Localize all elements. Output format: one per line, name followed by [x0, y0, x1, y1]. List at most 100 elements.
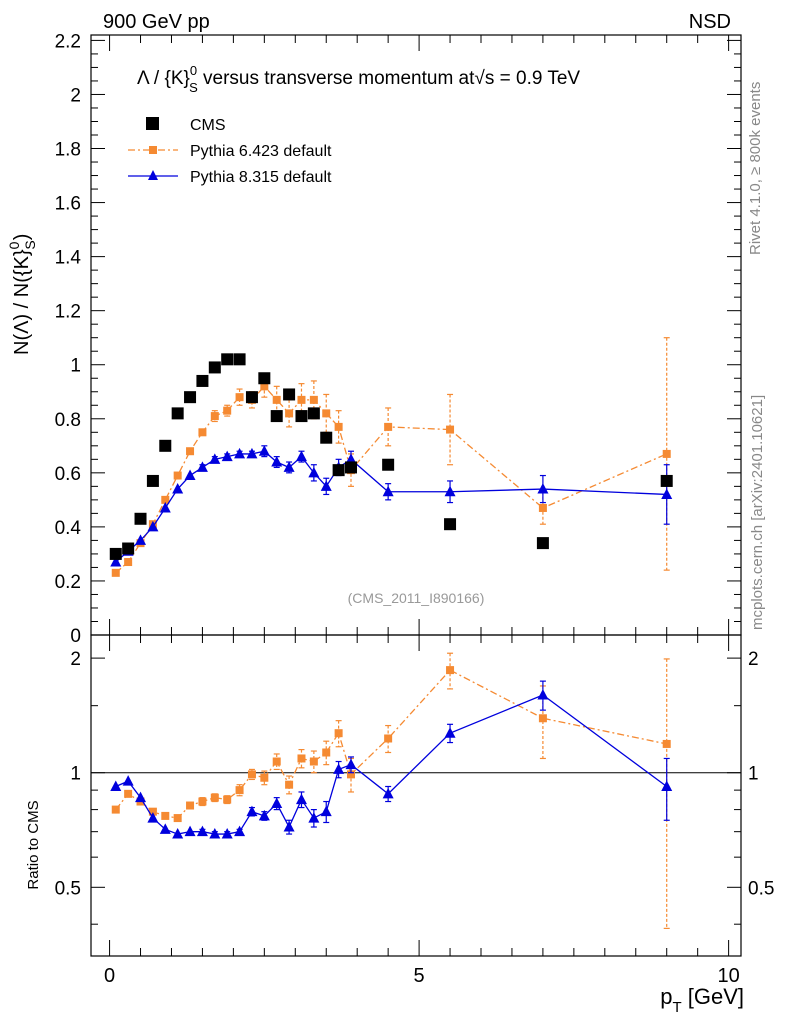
main-title: Λ / {K}0 S versus transverse momentum at√…: [137, 63, 580, 95]
ratio-pythia6-point: [322, 748, 331, 757]
cms-point: [245, 391, 258, 404]
pythia8-point: [196, 461, 208, 472]
main-ytick-label: 2: [70, 85, 81, 106]
pythia6-point: [111, 568, 120, 577]
x-tick-label: 10: [717, 965, 739, 987]
main-ytick-label: 0.6: [55, 464, 81, 485]
pythia8-point: [444, 485, 456, 497]
cms-point: [536, 537, 549, 550]
ratio-pythia6-point: [347, 770, 355, 779]
ratio-pythia6-point: [111, 805, 120, 814]
ratio-ytick-label-right: 1: [748, 764, 759, 785]
ratio-pythia8-point: [147, 812, 159, 823]
main-ylabel: N(Λ) / N({K}0S): [6, 234, 38, 355]
ratio-pythia8-point: [135, 791, 147, 803]
pythia8-point: [308, 466, 320, 478]
x-tick-label: 0: [104, 965, 115, 987]
pythia6-point: [260, 382, 269, 391]
ratio-pythia6-point: [538, 714, 547, 723]
cms-point: [444, 518, 457, 531]
cms-point: [660, 474, 673, 487]
ratio-ytick-label: 0.5: [55, 878, 81, 899]
ratio-pythia8-point: [661, 780, 673, 791]
ratio-pythia8-point: [122, 775, 134, 786]
pythia6-point: [334, 422, 343, 431]
ratio-ytick-label: 2: [70, 649, 81, 670]
ratio-pythia8-point: [258, 809, 270, 821]
legend-cms-label: CMS: [190, 117, 226, 134]
ratio-pythia6-point: [186, 801, 195, 810]
pythia8-point: [382, 485, 394, 497]
cms-point: [307, 407, 320, 420]
legend-pythia8-label: Pythia 8.315 default: [190, 169, 332, 186]
ratio-pythia8-point: [333, 763, 345, 774]
ratio-pythia8-point: [295, 793, 307, 805]
main-ytick-label: 0: [70, 626, 81, 647]
pythia8-point: [172, 483, 184, 494]
pythia6-point: [210, 412, 219, 421]
main-ytick-label: 1: [70, 356, 81, 377]
main-ytick-label: 1.8: [55, 140, 81, 161]
ratio-pythia6-point: [446, 666, 455, 675]
pythia8-point: [110, 556, 122, 567]
pythia6-point: [297, 395, 306, 404]
pythia8-point: [184, 469, 196, 481]
ratio-pythia8-point: [221, 828, 233, 839]
legend: CMS Pythia 6.423 default Pythia 8.315 de…: [128, 117, 332, 186]
rivet-label: Rivet 4.1.0, ≥ 800k events: [747, 82, 764, 255]
cms-point: [146, 474, 159, 487]
ratio-pythia8-point: [159, 823, 171, 834]
ratio-pythia6-point: [297, 754, 306, 763]
header-right: NSD: [689, 11, 731, 33]
pythia8-point: [209, 453, 221, 464]
ratio-pythia6-point: [223, 795, 232, 804]
cms-point: [233, 353, 246, 366]
x-axis-label: pT [GeV]: [660, 984, 744, 1016]
ratio-pythia6-point: [148, 807, 157, 816]
ratio-pythia6-point: [384, 734, 393, 743]
ratio-pythia8-point: [382, 787, 394, 799]
pythia8-point: [246, 447, 258, 459]
cms-point: [134, 512, 147, 525]
pythia6-point: [186, 447, 195, 456]
cms-point: [258, 372, 271, 385]
ratio-pythia8-point: [537, 688, 549, 700]
pythia8-point: [661, 488, 673, 499]
pythia6-point: [285, 409, 294, 418]
x-tick-label: 5: [414, 965, 425, 987]
pythia8-point: [345, 453, 357, 464]
main-ytick-label: 0.2: [55, 572, 81, 593]
pythia6-point: [124, 558, 133, 567]
pythia8-point: [234, 447, 246, 459]
pythia8-point: [135, 534, 147, 545]
ratio-pythia8-point: [196, 825, 208, 837]
pythia8-point: [258, 445, 270, 456]
ratio-ylabel: Ratio to CMS: [25, 800, 42, 889]
cms-point: [382, 458, 395, 471]
cms-point: [295, 410, 308, 423]
ratio-pythia6-point: [198, 797, 207, 806]
cms-point: [320, 431, 333, 444]
ratio-pythia6-point: [173, 814, 182, 823]
cms-point: [283, 388, 296, 401]
ratio-pythia8-point: [184, 825, 196, 837]
ratio-pythia6-point: [260, 773, 269, 782]
ratio-pythia6-point: [210, 793, 219, 802]
main-ytick-label: 1.6: [55, 194, 81, 215]
cms-point: [332, 464, 345, 477]
ratio-axes: 0.5 0.5 1 1 2 2 0 5 10: [55, 635, 774, 987]
ratio-pythia6-point: [309, 757, 318, 766]
pythia8-point: [295, 450, 307, 462]
cms-point: [345, 461, 357, 474]
main-ytick-label: 1.2: [55, 302, 81, 323]
ratio-frame: [90, 634, 742, 957]
pythia8-point: [283, 461, 295, 472]
pythia8-point: [271, 456, 283, 467]
cms-point: [270, 410, 283, 423]
pythia8-point: [537, 483, 549, 494]
ratio-pythia8-point: [271, 797, 283, 809]
ratio-pythia6-point: [247, 770, 256, 779]
pythia6-point: [538, 503, 547, 512]
